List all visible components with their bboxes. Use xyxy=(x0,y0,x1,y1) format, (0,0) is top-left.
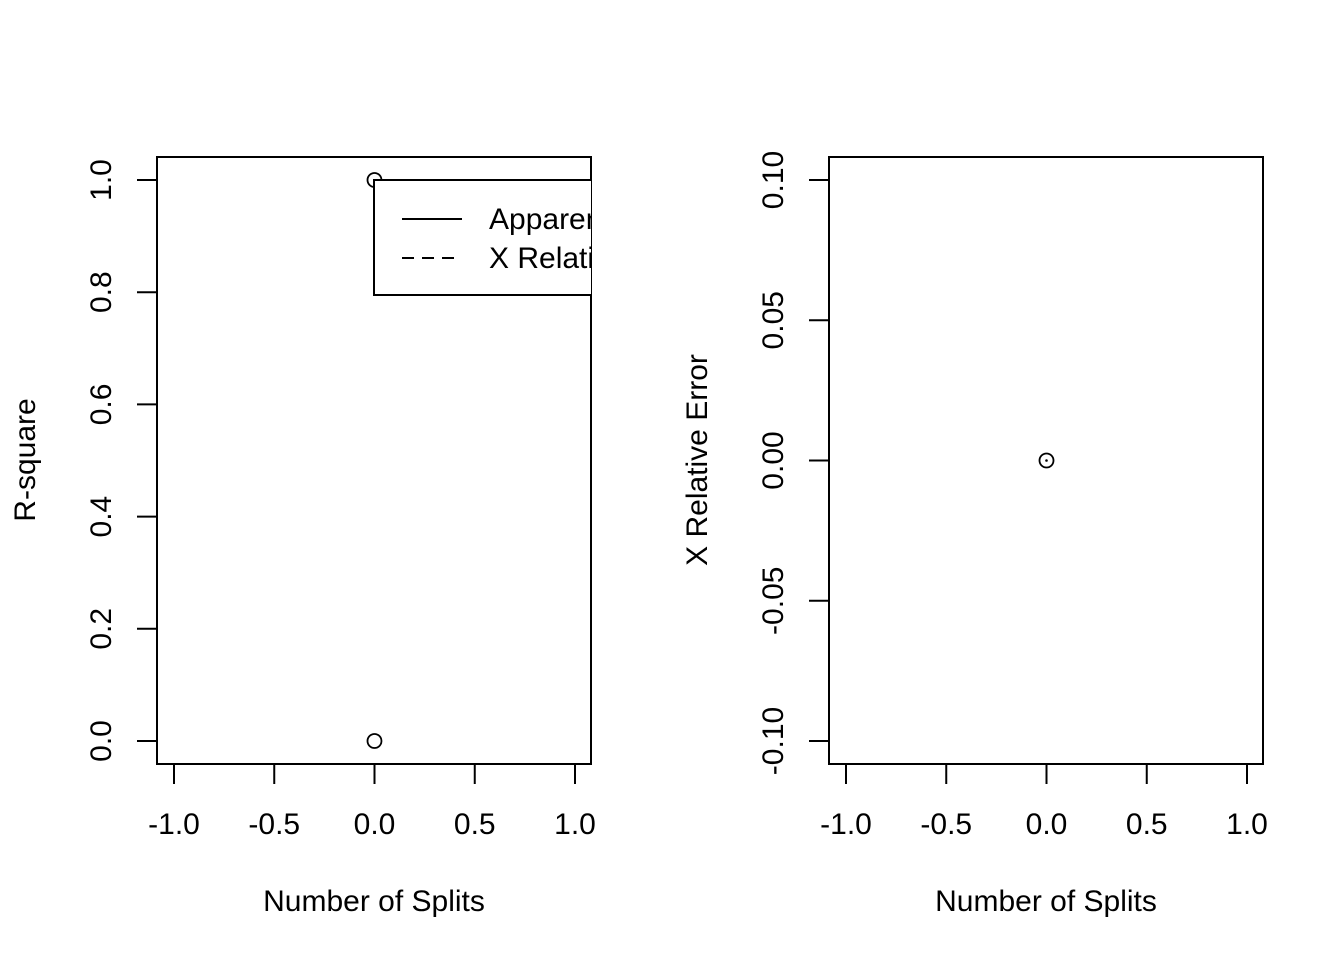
x-axis-title-left: Number of Splits xyxy=(263,885,485,918)
x-tick-label: -1.0 xyxy=(148,808,200,841)
x-tick-label: 0.0 xyxy=(354,808,396,841)
x-axis-title-right: Number of Splits xyxy=(935,885,1157,918)
legend-label-apparent: Apparent xyxy=(489,203,611,236)
y-tick-label: 1.0 xyxy=(85,159,118,201)
y-tick-label: 0.0 xyxy=(85,720,118,762)
y-tick-label: 0.05 xyxy=(757,291,790,349)
y-tick-label: 0.4 xyxy=(85,496,118,538)
y-axis-left: 0.0 0.2 0.4 0.6 0.8 1.0 xyxy=(85,159,158,762)
y-axis-right: -0.10 -0.05 0.00 0.05 0.10 xyxy=(757,151,830,775)
y-axis-title-left: R-square xyxy=(9,398,42,521)
x-tick-label: 1.0 xyxy=(1226,808,1268,841)
legend: Apparent X Relative xyxy=(373,179,626,296)
y-tick-label: 0.8 xyxy=(85,271,118,313)
x-axis-left: -1.0 -0.5 0.0 0.5 1.0 xyxy=(148,763,596,841)
x-tick-label: -1.0 xyxy=(820,808,872,841)
x-axis-right: -1.0 -0.5 0.0 0.5 1.0 xyxy=(820,763,1268,841)
x-tick-label: -0.5 xyxy=(248,808,300,841)
data-point xyxy=(366,733,383,749)
rsquare-panel: -1.0 -0.5 0.0 0.5 1.0 0.0 0.2 0.4 0.6 0.8 1.0 App… xyxy=(9,156,626,918)
y-tick-label: 0.10 xyxy=(757,151,790,209)
legend-box xyxy=(373,179,591,296)
y-tick-label: 0.6 xyxy=(85,384,118,426)
x-tick-label: 0.0 xyxy=(1026,808,1068,841)
data-point-center xyxy=(1045,459,1048,462)
x-tick-label: 0.5 xyxy=(1126,808,1168,841)
data-point xyxy=(1038,452,1055,469)
legend-label-x-relative: X Relative xyxy=(489,242,626,275)
y-tick-label: 0.00 xyxy=(757,431,790,489)
x-relative-error-panel: -1.0 -0.5 0.0 0.5 1.0 -0.10 -0.05 0.00 0.05 0.10… xyxy=(681,151,1268,918)
x-tick-label: 1.0 xyxy=(554,808,596,841)
y-tick-label: 0.2 xyxy=(85,608,118,650)
x-tick-label: 0.5 xyxy=(454,808,496,841)
x-tick-label: -0.5 xyxy=(920,808,972,841)
y-tick-label: -0.10 xyxy=(757,707,790,775)
points-right xyxy=(1038,452,1055,469)
y-tick-label: -0.05 xyxy=(757,567,790,635)
y-axis-title-right: X Relative Error xyxy=(681,354,714,566)
